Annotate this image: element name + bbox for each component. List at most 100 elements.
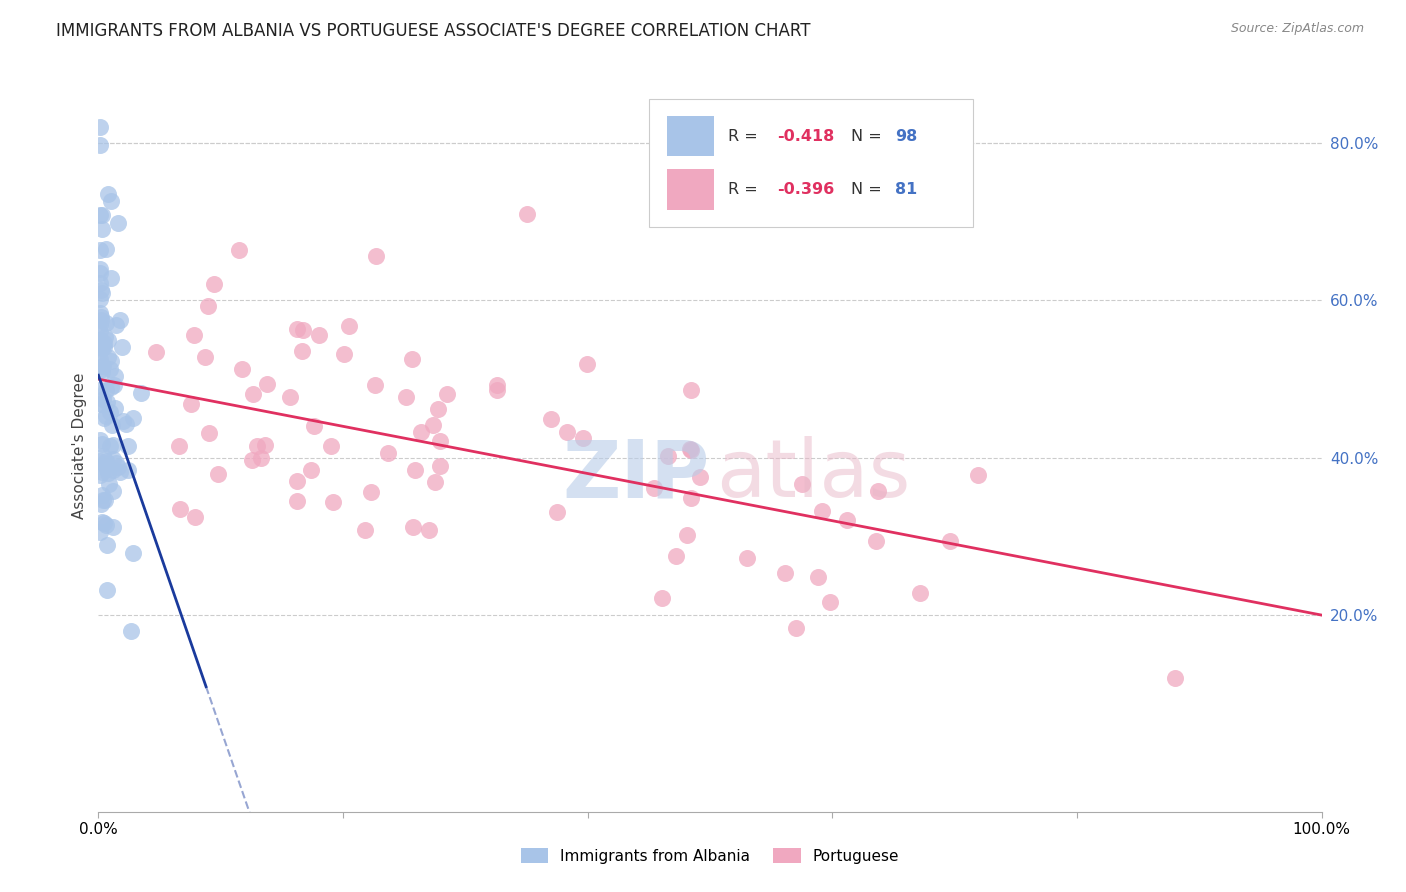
Point — [429, 434, 451, 448]
Point — [91, 222, 114, 236]
Point — [101, 484, 124, 499]
Point — [93, 335, 115, 350]
Point — [90, 515, 112, 529]
Point — [96, 462, 118, 476]
Point — [90, 497, 112, 511]
Point — [89, 333, 111, 347]
Point — [436, 387, 458, 401]
Point — [104, 456, 127, 470]
Point — [120, 624, 142, 638]
Point — [89, 209, 111, 223]
Point — [409, 425, 432, 439]
Point — [100, 361, 122, 376]
Point — [94, 409, 117, 423]
Point — [811, 504, 834, 518]
Point — [90, 397, 112, 411]
Point — [167, 439, 190, 453]
Y-axis label: Associate's Degree: Associate's Degree — [72, 373, 87, 519]
Point — [94, 493, 117, 508]
Point — [427, 402, 450, 417]
Legend: Immigrants from Albania, Portuguese: Immigrants from Albania, Portuguese — [515, 842, 905, 870]
Point — [291, 343, 314, 358]
Point — [198, 426, 221, 441]
Point — [868, 483, 890, 498]
Point — [103, 438, 125, 452]
Point — [91, 359, 114, 374]
Point — [145, 345, 167, 359]
Point — [575, 357, 598, 371]
Point — [404, 463, 426, 477]
Point — [104, 318, 127, 332]
Point — [108, 313, 131, 327]
Point — [679, 442, 702, 456]
Point — [96, 316, 118, 330]
Point — [129, 385, 152, 400]
Point — [679, 383, 702, 397]
Point — [285, 493, 308, 508]
Point — [202, 277, 225, 291]
Point — [96, 582, 118, 597]
Point — [103, 378, 125, 392]
Point — [865, 533, 887, 548]
Point — [246, 439, 269, 453]
Point — [737, 551, 759, 566]
Point — [572, 431, 595, 445]
Point — [966, 467, 988, 482]
Point — [169, 501, 191, 516]
Point — [91, 493, 114, 508]
Point — [89, 343, 111, 358]
Point — [94, 243, 117, 257]
Point — [96, 454, 118, 468]
Point — [89, 266, 111, 280]
Point — [91, 359, 114, 374]
Point — [93, 516, 115, 531]
Point — [278, 390, 301, 404]
Point — [90, 313, 112, 327]
Point — [401, 351, 423, 366]
Point — [540, 412, 562, 426]
Point — [242, 387, 264, 401]
Point — [104, 368, 127, 383]
Point — [89, 468, 111, 483]
Point — [360, 485, 382, 500]
Point — [90, 283, 112, 297]
Point — [256, 376, 278, 391]
Point — [89, 306, 111, 320]
Text: ZIP: ZIP — [562, 436, 710, 515]
Point — [89, 293, 111, 307]
Point — [657, 449, 679, 463]
Point — [89, 524, 111, 539]
Point — [557, 425, 579, 440]
Point — [111, 340, 134, 354]
Point — [322, 494, 344, 508]
Point — [689, 470, 711, 484]
Point — [90, 310, 112, 324]
Point — [366, 249, 388, 263]
Point — [485, 377, 508, 392]
Text: IMMIGRANTS FROM ALBANIA VS PORTUGUESE ASSOCIATE'S DEGREE CORRELATION CHART: IMMIGRANTS FROM ALBANIA VS PORTUGUESE AS… — [56, 22, 811, 40]
Point — [643, 481, 665, 495]
Point — [939, 533, 962, 548]
Point — [90, 365, 112, 379]
Point — [364, 378, 387, 392]
Point — [89, 262, 111, 277]
Point — [675, 528, 697, 542]
Point — [91, 466, 114, 480]
Point — [115, 417, 138, 431]
Point — [308, 328, 330, 343]
Text: N =: N = — [851, 182, 887, 196]
Point — [96, 395, 118, 409]
Text: -0.418: -0.418 — [778, 128, 835, 144]
Point — [110, 465, 132, 479]
Point — [91, 449, 114, 463]
Point — [112, 413, 135, 427]
Point — [651, 591, 673, 606]
Point — [100, 354, 122, 368]
Point — [93, 410, 115, 425]
Point — [94, 383, 117, 397]
Point — [90, 397, 112, 411]
Point — [89, 318, 111, 333]
Point — [89, 453, 111, 467]
Text: R =: R = — [728, 128, 763, 144]
Point — [100, 194, 122, 208]
